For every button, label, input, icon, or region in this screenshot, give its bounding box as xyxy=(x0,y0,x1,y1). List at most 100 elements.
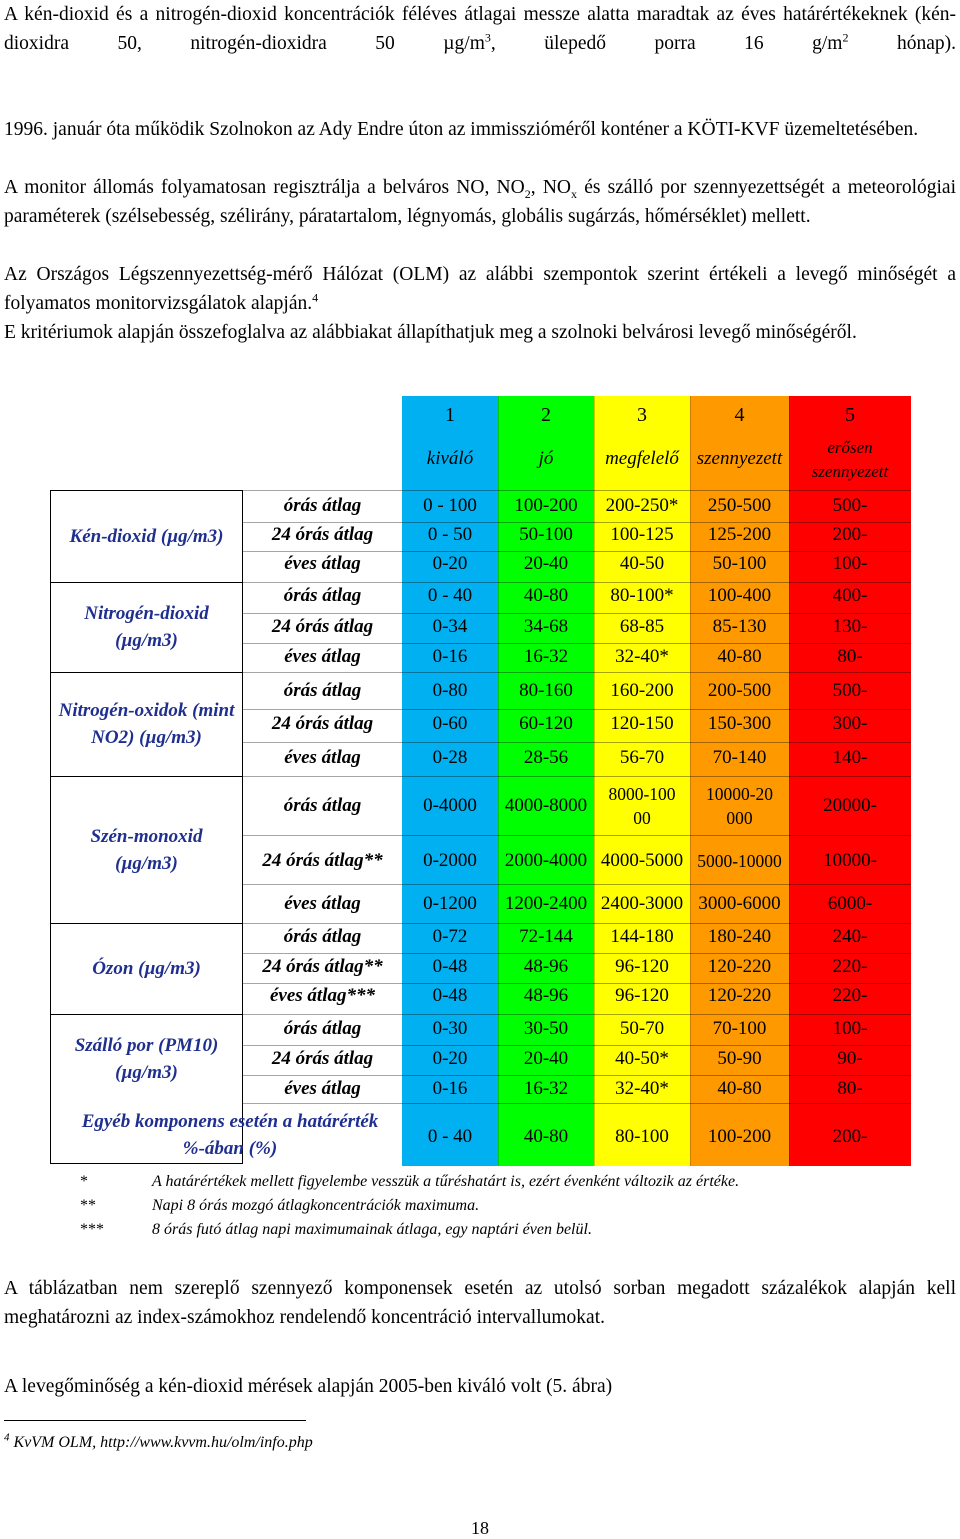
range-value: 30-50 xyxy=(523,1018,569,1039)
range-value: 0-28 xyxy=(432,747,468,768)
intro-paragraph-1: A kén-dioxid és a nitrogén-dioxid koncen… xyxy=(4,0,956,58)
intro-text-3b: , NO xyxy=(530,177,571,198)
air-quality-index-table: 1 kiváló 2 jó 3 megfelelő 4 szennyezett 5 erősen … xyxy=(50,396,911,1166)
range-value: 70-100 xyxy=(712,1018,767,1039)
averaging-period: 24 órás átlag xyxy=(271,524,374,545)
range-value: 0 - 50 xyxy=(427,524,473,545)
averaging-period: 24 órás átlag** xyxy=(262,956,383,977)
intro-text-3a: A monitor állomás folyamatosan regisztrá… xyxy=(4,177,525,198)
range-value: 100-200 xyxy=(514,495,578,516)
range-value: 200-250* xyxy=(605,495,679,516)
range-value: 0-16 xyxy=(432,1078,468,1099)
level-number-4: 4 xyxy=(734,404,745,426)
pollutant-label: Szálló por (PM10) (µg/m3) xyxy=(74,1034,219,1083)
outro-paragraph-1: A táblázatban nem szereplő szennyező kom… xyxy=(4,1274,956,1332)
range-value: 3000-6000 xyxy=(698,893,781,914)
range-value: 100-200 xyxy=(707,1126,772,1147)
range-value: 48-96 xyxy=(523,985,569,1006)
range-value: 40-80 xyxy=(717,646,762,667)
range-value: 160-200 xyxy=(610,680,674,701)
footnote: 4 KvVM OLM, http://www.kvvm.hu/olm/info.… xyxy=(4,1431,313,1452)
superscript: 2 xyxy=(842,30,849,45)
note-text-1: A határértékek mellett figyelembe vesszü… xyxy=(152,1173,740,1190)
averaging-period: órás átlag xyxy=(283,680,362,701)
averaging-period: órás átlag xyxy=(283,926,362,947)
column-divider xyxy=(789,396,790,1166)
range-value: 130- xyxy=(832,616,868,637)
range-value: 90- xyxy=(837,1048,863,1069)
range-value: 0-4000 xyxy=(423,795,477,816)
range-value: 200-500 xyxy=(707,680,772,701)
row-divider xyxy=(243,835,911,836)
range-value: 2400-3000 xyxy=(600,893,684,914)
pollutant-label: Nitrogén-oxidok (mint NO2) (µg/m3) xyxy=(58,700,235,748)
range-value: 180-240 xyxy=(707,926,772,947)
range-value: 200- xyxy=(832,524,868,545)
row-divider xyxy=(243,613,911,614)
range-value: 220- xyxy=(832,956,868,977)
range-value: 80- xyxy=(837,646,863,667)
row-divider xyxy=(243,672,911,673)
level-column-3 xyxy=(594,396,690,1166)
range-value: 0 - 40 xyxy=(427,585,473,606)
intro-text-2: 1996. január óta működik Szolnokon az Ad… xyxy=(4,119,919,140)
range-value: 16-32 xyxy=(523,646,569,667)
subscript: x xyxy=(571,186,577,201)
footnote-text: KvVM OLM, http://www.kvvm.hu/olm/info.ph… xyxy=(13,1434,313,1451)
range-value: 100-400 xyxy=(707,585,772,606)
range-value: 0-1200 xyxy=(423,893,477,914)
outro-text-1: A táblázatban nem szereplő szennyező kom… xyxy=(4,1278,956,1328)
averaging-period: éves átlag xyxy=(284,1078,361,1099)
level-name-3: megfelelő xyxy=(605,448,679,469)
range-value: 40-50 xyxy=(619,553,665,574)
level-name-4: szennyezett xyxy=(696,448,783,469)
superscript: 3 xyxy=(484,30,491,45)
range-value: 10000- xyxy=(823,850,877,871)
level-name-1: kiváló xyxy=(426,448,474,469)
range-value: 0-30 xyxy=(432,1018,468,1039)
table-notes: * A határértékek mellett figyelembe vess… xyxy=(80,1170,950,1248)
range-value: 100-125 xyxy=(610,524,674,545)
range-value: 0-48 xyxy=(432,956,468,977)
footnote-ref: 4 xyxy=(312,290,319,305)
averaging-period: órás átlag xyxy=(283,795,362,816)
range-value: 16-32 xyxy=(523,1078,569,1099)
range-value: 20-40 xyxy=(523,1048,569,1069)
range-value: 80- xyxy=(837,1078,863,1099)
range-value: 40-80 xyxy=(523,585,569,606)
range-value: 5000-10000 xyxy=(697,851,782,871)
intro-text-5: E kritériumok alapján összefoglalva az a… xyxy=(4,322,857,343)
footnote-rule xyxy=(4,1420,306,1421)
averaging-period: órás átlag xyxy=(283,495,362,516)
range-value: 50-70 xyxy=(619,1018,665,1039)
averaging-period: órás átlag xyxy=(283,585,362,606)
range-value: 80-100* xyxy=(610,585,674,606)
range-value: 1200-2400 xyxy=(504,893,588,914)
intro-paragraph-4: Az Országos Légszennyezettség-mérő Hálóz… xyxy=(4,260,956,318)
row-divider xyxy=(243,742,911,743)
range-value: 125-200 xyxy=(707,524,772,545)
range-value: 56-70 xyxy=(619,747,665,768)
note-key-1: * xyxy=(80,1173,88,1190)
outro-paragraph-2: A levegőminőség a kén-dioxid mérések ala… xyxy=(4,1372,956,1401)
range-value: 144-180 xyxy=(610,926,674,947)
averaging-period: 24 órás átlag** xyxy=(262,850,383,871)
range-value: 40-80 xyxy=(717,1078,762,1099)
footnote-number: 4 xyxy=(4,1431,10,1444)
range-value: 28-56 xyxy=(523,747,569,768)
averaging-period: éves átlag xyxy=(284,893,361,914)
range-value: 8000-10000 xyxy=(608,784,676,828)
column-divider xyxy=(690,396,691,1166)
row-divider xyxy=(243,582,911,583)
intro-text-1a: A kén-dioxid és a nitrogén-dioxid koncen… xyxy=(4,4,956,54)
range-value: 0-60 xyxy=(432,713,468,734)
averaging-period: éves átlag xyxy=(284,747,361,768)
range-value: 240- xyxy=(832,926,868,947)
row-divider xyxy=(243,884,911,885)
row-divider xyxy=(243,1045,911,1046)
pollutant-label: Kén-dioxid (µg/m3) xyxy=(69,525,224,547)
intro-paragraph-5: E kritériumok alapján összefoglalva az a… xyxy=(4,318,956,347)
outro-text-2: A levegőminőség a kén-dioxid mérések ala… xyxy=(4,1376,613,1397)
level-number-2: 2 xyxy=(541,404,551,426)
range-value: 500- xyxy=(832,495,868,516)
